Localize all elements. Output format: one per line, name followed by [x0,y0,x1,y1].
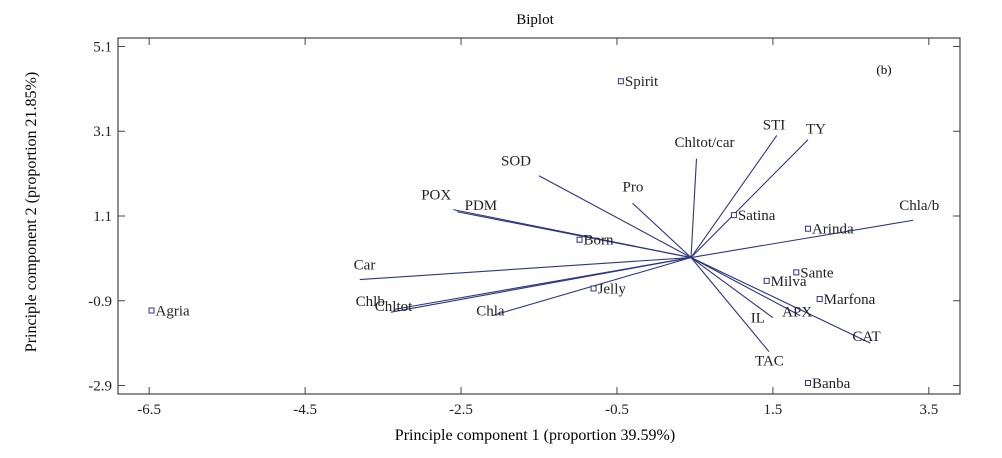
y-axis-ticks: 5.1 3.1 1.1 -0.9 -2.9 [88,39,960,395]
y-tick-label: 5.1 [93,39,112,55]
point-marker [804,225,811,232]
point-label: Jelly [598,281,627,297]
point-marker [804,379,811,386]
x-tick-label: -4.5 [293,402,317,418]
point-label: Milva [771,274,807,290]
vector-line [690,219,914,259]
vector-line [690,135,778,258]
point-label: Agria [156,304,190,320]
vector-line [690,257,871,344]
vector-label: POX [421,188,451,204]
x-axis-ticks: -6.5 -4.5 -2.5 -0.5 1.5 3.5 [137,38,938,418]
point-label: Born [584,233,615,249]
vector-label: STI [763,117,786,133]
y-axis-label: Principle component 2 (proportion 21.85%… [23,72,40,352]
y-tick-label: 1.1 [93,209,112,225]
vector-label: Chltot/car [674,135,734,151]
point-label: Banba [812,376,851,392]
point-marker [816,296,823,303]
x-tick-label: -0.5 [605,402,629,418]
point-marker [793,269,800,276]
panel-label: (b) [876,62,891,77]
plot-frame [117,37,961,395]
y-tick-label: 3.1 [93,124,112,140]
vector-line [632,202,692,258]
vector-label: SOD [501,154,531,170]
vector-line [457,211,692,259]
point-label: Arinda [812,222,854,238]
vector-line [690,257,770,352]
vector-label: PDM [465,198,498,214]
vector-label: APX [782,305,812,321]
y-tick-label: -0.9 [88,294,112,310]
point-marker [148,307,155,314]
vector-line [690,158,698,258]
point-label: Marfona [824,292,876,308]
y-tick-label: -2.9 [88,379,112,395]
point-label: Spirit [625,74,659,90]
vector-line [359,256,692,281]
vector-label: Chla/b [899,198,939,214]
vector-label: TY [806,122,826,138]
vector-label: CAT [852,329,880,345]
loading-vectors: SOD POX PDM Pro Chltot/car STI TY Chla/b Car Chlb… [354,117,940,369]
point-marker [763,277,770,284]
x-tick-label: -2.5 [449,402,473,418]
vector-label: TAC [755,354,784,370]
vector-label: Chlb [356,294,385,310]
vector-label: Chltot [375,299,413,315]
point-marker [576,236,583,243]
point-label: Sante [800,265,834,281]
vector-label: IL [751,311,765,327]
x-tick-label: 3.5 [919,402,938,418]
x-axis-label: Principle component 1 (proportion 39.59%… [395,427,675,444]
vector-line [394,256,692,310]
vector-label: Chla [476,304,505,320]
vector-line [538,175,692,259]
x-tick-label: 1.5 [764,402,783,418]
vector-line [690,257,801,317]
point-marker [617,78,624,85]
vector-line [690,257,774,319]
point-marker [590,285,597,292]
point-marker [730,212,737,219]
chart-title: Biplot [516,12,554,28]
vector-line [690,139,809,258]
x-tick-label: -6.5 [137,402,161,418]
vector-label: Car [354,258,376,274]
vector-label: Pro [623,179,644,195]
point-label: Satina [738,208,776,224]
